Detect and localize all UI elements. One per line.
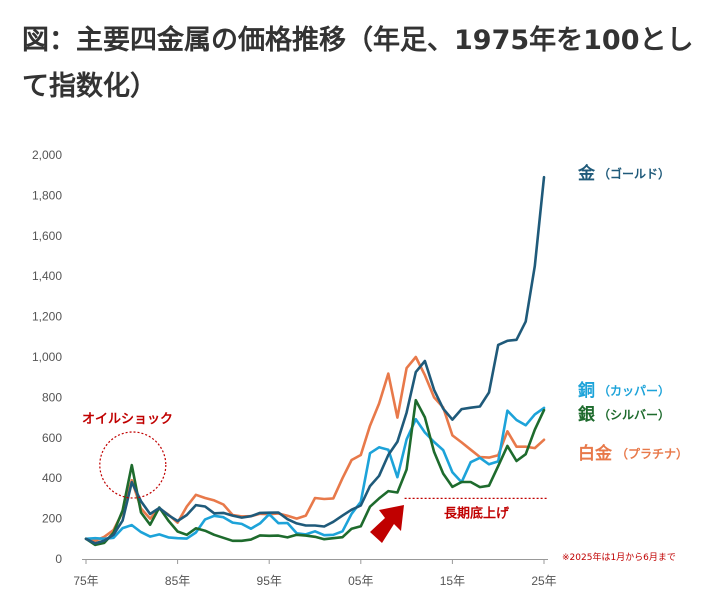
legend-sub: （シルバー） [598,407,670,422]
y-tick-label: 1,800 [32,188,62,202]
y-tick-label: 1,400 [32,269,62,283]
oil-shock-circle [99,431,167,499]
y-tick-label: 400 [42,471,62,485]
x-tick-labels: 75年 85年 95年 05年 15年 25年 [73,559,557,588]
y-tick-label: 1,000 [32,350,62,364]
x-tick-label: 75年 [73,574,98,588]
y-tick-label: 200 [42,512,62,526]
series-legend: 金（ゴールド） 銅 （カッパー）銀 （シルバー） 白金 （プラチナ） [577,163,688,464]
page-title: 図：主要四金属の価格推移（年足、1975年を100として指数化） [22,25,694,102]
y-tick-label: 0 [55,552,62,566]
legend-name: 銅 [578,380,595,401]
legend-name: 白金 [578,443,613,464]
x-tick-label: 05年 [348,574,373,588]
legend-name: 金 [577,163,596,184]
y-tick-label: 1,600 [32,229,62,243]
legend-sub: （プラチナ） [616,446,688,461]
series-lines [84,175,546,547]
legend-sub: （カッパー） [598,383,670,398]
y-tick-label: 2,000 [32,148,62,162]
y-tick-label: 600 [42,431,62,445]
y-tick-label: 800 [42,390,62,404]
oil-shock-label: オイルショック [82,412,173,427]
x-tick-label: 95年 [257,574,282,588]
long-term-floor-label: 長期底上げ [444,505,510,521]
y-tick-label: 1,200 [32,310,62,324]
uptrend-arrow-icon [370,505,404,543]
y-tick-labels: 0 200 400 600 800 1,000 1,200 1,400 1,600 1,800 2,… [32,148,62,566]
x-tick-label: 15年 [440,574,465,588]
x-tick-label: 25年 [531,574,556,588]
series-line-1 [84,406,546,541]
legend-name: 銀 [578,404,595,425]
legend-sub: （ゴールド） [598,166,670,181]
footnote: ※2025年は1月から6月まで [562,551,676,563]
series-line-0 [84,175,546,545]
x-tick-label: 85年 [165,574,190,588]
